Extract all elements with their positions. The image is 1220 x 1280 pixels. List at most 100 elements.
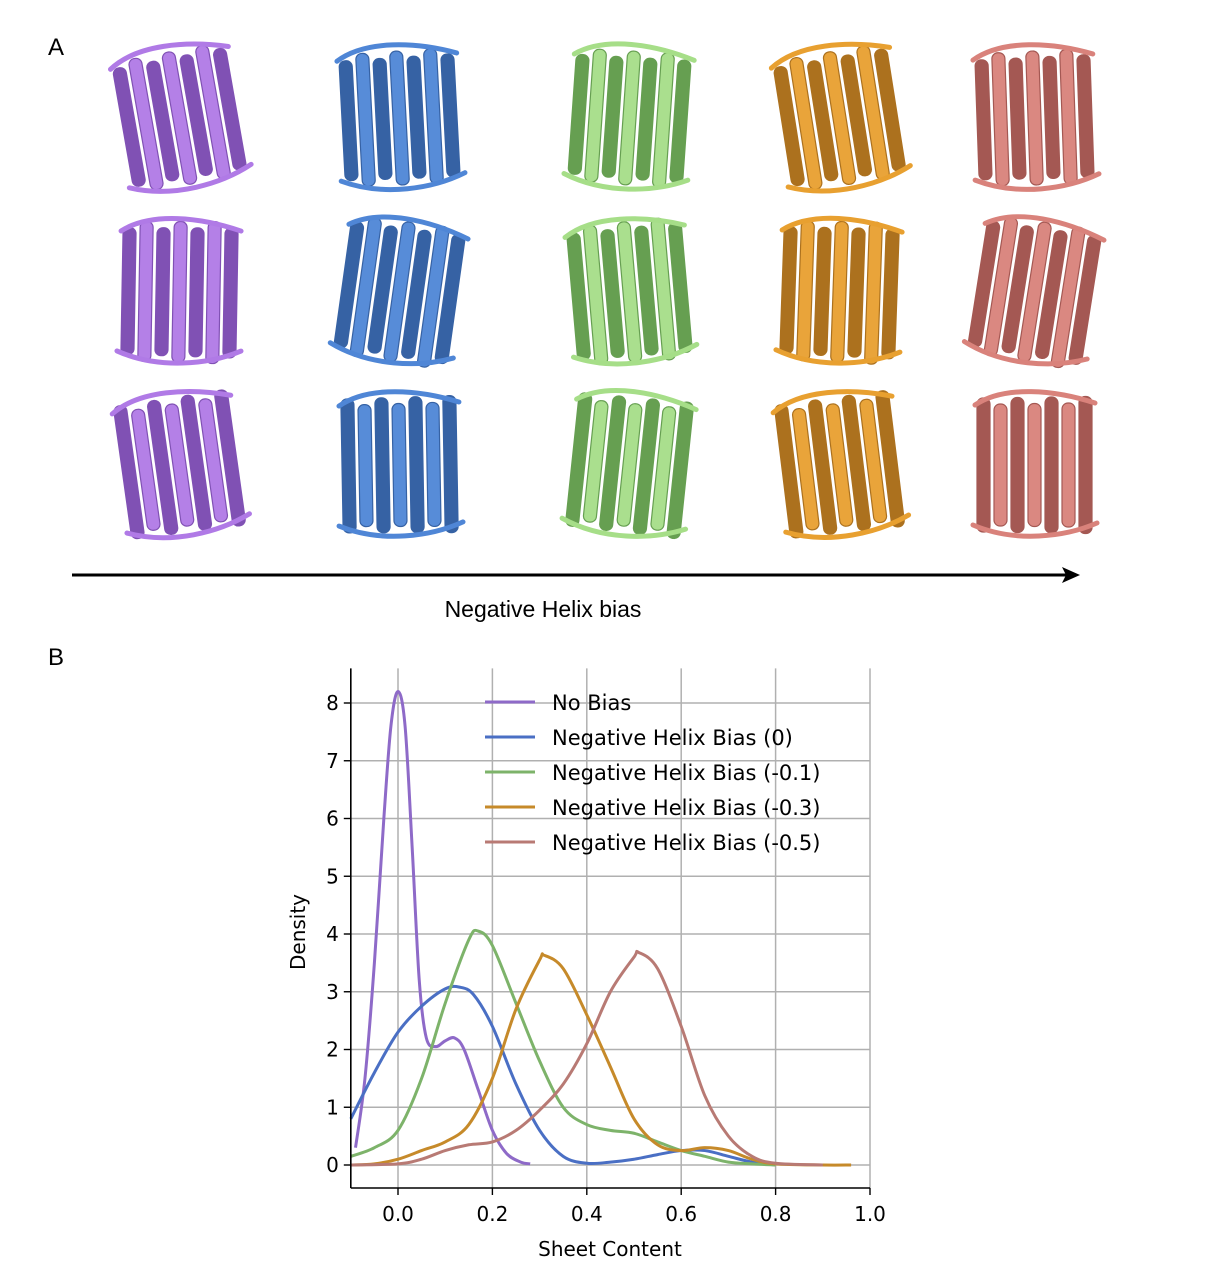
protein-strand xyxy=(859,398,888,524)
protein-strand xyxy=(146,60,180,182)
y-tick-label: 1 xyxy=(326,1095,339,1119)
protein-strand xyxy=(600,229,625,358)
protein-structure xyxy=(970,42,1102,192)
legend-label: Negative Helix Bias (0) xyxy=(552,726,793,750)
legend-label: Negative Helix Bias (-0.1) xyxy=(552,761,821,785)
x-axis-label: Sheet Content xyxy=(538,1237,682,1261)
protein-strand xyxy=(881,228,900,360)
protein-strand xyxy=(840,54,872,177)
legend-label: Negative Helix Bias (-0.5) xyxy=(552,831,821,855)
panel-a-label: A xyxy=(48,34,65,61)
y-tick-label: 0 xyxy=(326,1153,339,1177)
protein-strand xyxy=(131,408,161,531)
protein-strand xyxy=(338,60,359,182)
protein-strand xyxy=(650,406,677,531)
protein-structure xyxy=(336,389,466,539)
protein-strand xyxy=(440,53,461,178)
protein-strand xyxy=(340,398,357,534)
protein-strand xyxy=(205,220,222,365)
protein-structure xyxy=(107,41,254,194)
protein-strand xyxy=(779,226,798,355)
protein-strand xyxy=(666,401,694,540)
x-tick-label: 0.4 xyxy=(571,1202,603,1226)
protein-strand xyxy=(634,225,659,356)
protein-strand xyxy=(198,398,229,523)
protein-loop xyxy=(770,389,912,540)
series-line-0 xyxy=(354,689,531,1166)
protein-strand xyxy=(147,399,179,536)
y-axis-label: Density xyxy=(286,894,310,970)
protein-strand xyxy=(164,403,195,527)
protein-structure xyxy=(770,389,912,540)
protein-loop xyxy=(773,215,905,366)
protein-strand xyxy=(1025,50,1044,186)
protein-structure xyxy=(773,215,905,366)
protein-strand xyxy=(355,52,376,187)
legend-label: Negative Helix Bias (-0.3) xyxy=(552,796,821,820)
protein-strand xyxy=(171,220,188,364)
protein-loop xyxy=(970,42,1102,192)
protein-strand xyxy=(1076,54,1095,179)
x-tick-label: 0.8 xyxy=(760,1202,792,1226)
protein-structure xyxy=(334,42,468,192)
protein-strand xyxy=(974,59,993,181)
protein-strand xyxy=(813,226,832,356)
series-line-3 xyxy=(350,952,852,1167)
protein-strand xyxy=(830,220,849,364)
protein-strand xyxy=(599,395,627,531)
y-tick-label: 3 xyxy=(326,980,339,1004)
protein-strand xyxy=(401,229,432,359)
protein-strand xyxy=(137,220,154,362)
protein-structure xyxy=(561,41,697,192)
protein-strand xyxy=(1001,225,1034,354)
protein-strand xyxy=(389,50,410,186)
protein-strand xyxy=(864,221,883,365)
protein-strand xyxy=(822,51,857,186)
protein-strand xyxy=(391,402,408,528)
protein-loop xyxy=(114,216,244,366)
y-tick-label: 6 xyxy=(326,807,339,831)
arrow-label: Negative Helix bias xyxy=(444,596,642,622)
y-tick-label: 5 xyxy=(326,864,339,888)
y-tick-label: 8 xyxy=(326,691,339,715)
protein-loop xyxy=(562,216,700,367)
y-tick-label: 2 xyxy=(326,1038,339,1062)
protein-strand xyxy=(1078,395,1093,535)
x-tick-label: 0.0 xyxy=(382,1202,414,1226)
x-tick-label: 0.2 xyxy=(476,1202,508,1226)
protein-strand xyxy=(875,390,905,528)
protein-strand xyxy=(808,399,838,535)
protein-strand xyxy=(161,51,198,185)
protein-loop xyxy=(327,214,471,367)
protein-strand xyxy=(374,397,391,534)
protein-strand xyxy=(1044,396,1059,534)
protein-strand xyxy=(796,220,815,362)
protein-strand xyxy=(1059,48,1078,185)
protein-strand xyxy=(423,48,444,185)
legend-label: No Bias xyxy=(552,691,631,715)
protein-loop xyxy=(559,388,699,539)
protein-loop xyxy=(336,389,466,539)
protein-strand xyxy=(582,400,609,523)
protein-strand xyxy=(991,52,1010,187)
series-line-4 xyxy=(350,949,823,1167)
protein-structure xyxy=(768,41,913,194)
protein-loop xyxy=(961,214,1107,367)
protein-strand xyxy=(807,60,839,182)
protein-strand xyxy=(406,55,427,179)
protein-structure xyxy=(114,216,244,366)
x-tick-label: 1.0 xyxy=(854,1202,886,1226)
protein-strand xyxy=(1042,55,1061,180)
protein-strand xyxy=(357,404,374,528)
protein-strand xyxy=(442,395,459,534)
protein-strand xyxy=(179,54,213,176)
protein-strand xyxy=(847,227,866,358)
protein-strand xyxy=(1061,402,1076,528)
protein-structure xyxy=(109,389,252,541)
protein-loop xyxy=(334,42,468,192)
protein-strand xyxy=(635,57,658,181)
protein-strand xyxy=(112,67,146,187)
protein-strand xyxy=(372,57,393,180)
protein-strand xyxy=(188,227,205,358)
